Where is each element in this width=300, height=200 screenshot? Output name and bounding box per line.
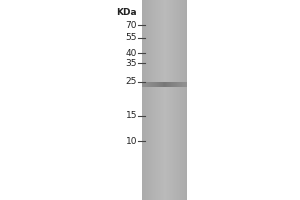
Bar <box>152 82 153 86</box>
Bar <box>172 82 173 86</box>
Bar <box>171 82 172 86</box>
Bar <box>174 0 175 200</box>
Bar <box>167 0 168 200</box>
Bar <box>164 0 165 200</box>
Bar <box>144 0 145 200</box>
Bar <box>176 82 177 86</box>
Bar <box>173 0 174 200</box>
Bar <box>175 82 176 86</box>
Text: KDa: KDa <box>116 8 137 17</box>
Text: 35: 35 <box>125 58 137 68</box>
Bar <box>148 0 149 200</box>
Bar <box>179 82 180 86</box>
Bar <box>180 0 181 200</box>
Bar <box>149 0 150 200</box>
Bar <box>185 82 186 86</box>
Bar <box>165 0 166 200</box>
Bar <box>163 0 164 200</box>
Bar <box>184 0 185 200</box>
Bar <box>150 82 151 86</box>
Bar <box>181 0 182 200</box>
Bar <box>152 0 153 200</box>
Bar <box>148 82 149 86</box>
Bar <box>158 82 159 86</box>
Bar <box>155 82 156 86</box>
Bar <box>151 82 152 86</box>
Bar <box>144 82 145 86</box>
Bar <box>186 0 187 200</box>
Bar <box>163 82 164 86</box>
Bar <box>147 0 148 200</box>
Bar <box>179 0 180 200</box>
Bar <box>167 82 168 86</box>
Bar <box>170 0 171 200</box>
Bar <box>182 82 183 86</box>
Bar <box>165 82 166 86</box>
Bar <box>147 82 148 86</box>
Bar <box>143 0 144 200</box>
Bar <box>160 82 161 86</box>
Bar <box>181 82 182 86</box>
Bar <box>158 0 159 200</box>
Bar <box>159 82 160 86</box>
Bar <box>151 0 152 200</box>
Bar <box>168 0 169 200</box>
Bar <box>178 0 179 200</box>
Bar <box>154 0 155 200</box>
Bar <box>159 0 160 200</box>
Bar <box>156 0 157 200</box>
Bar <box>166 82 167 86</box>
Bar <box>173 82 174 86</box>
Bar <box>177 82 178 86</box>
Bar <box>150 0 151 200</box>
Text: 25: 25 <box>126 77 137 86</box>
Bar <box>178 82 179 86</box>
Bar <box>162 0 163 200</box>
Bar <box>145 0 146 200</box>
Bar <box>153 82 154 86</box>
Bar <box>183 0 184 200</box>
Bar <box>153 0 154 200</box>
Bar <box>180 82 181 86</box>
Bar <box>154 82 155 86</box>
Bar <box>176 0 177 200</box>
Bar <box>161 82 162 86</box>
Bar <box>174 82 175 86</box>
Bar <box>146 0 147 200</box>
Bar <box>170 82 171 86</box>
Text: 15: 15 <box>125 112 137 120</box>
Text: 70: 70 <box>125 21 137 29</box>
Bar <box>177 0 178 200</box>
Bar <box>184 82 185 86</box>
Bar <box>164 82 165 86</box>
Bar <box>157 0 158 200</box>
Bar <box>162 82 163 86</box>
Bar <box>157 82 158 86</box>
Bar <box>172 0 173 200</box>
Text: 40: 40 <box>126 48 137 58</box>
Bar <box>169 82 170 86</box>
Bar <box>143 82 144 86</box>
Bar <box>183 82 184 86</box>
Bar <box>161 0 162 200</box>
Bar <box>156 82 157 86</box>
Bar <box>145 82 146 86</box>
Bar <box>182 0 183 200</box>
Bar <box>168 82 169 86</box>
Bar <box>169 0 170 200</box>
Bar <box>160 0 161 200</box>
Bar <box>146 82 147 86</box>
Bar <box>186 82 187 86</box>
Bar <box>142 82 143 86</box>
Bar <box>171 0 172 200</box>
Text: 55: 55 <box>125 33 137 43</box>
Bar <box>142 0 143 200</box>
Bar <box>149 82 150 86</box>
Bar <box>185 0 186 200</box>
Bar <box>155 0 156 200</box>
Bar <box>160 82 161 86</box>
Text: 10: 10 <box>125 136 137 146</box>
